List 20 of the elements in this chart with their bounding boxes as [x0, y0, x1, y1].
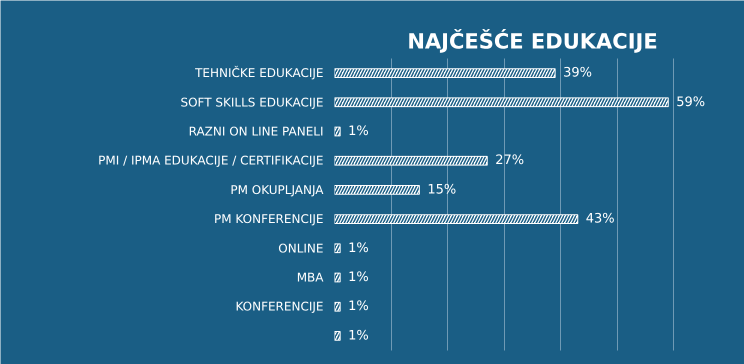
- data-label: 1%: [348, 328, 369, 344]
- y-tick-label: PM KONFERENCIJE: [214, 212, 324, 226]
- y-tick-label: TEHNIČKE EDUKACIJE: [194, 65, 324, 80]
- data-label: 1%: [348, 299, 369, 314]
- y-tick-label: PMI / IPMA EDUKACIJE / CERTIFIKACIJE: [98, 154, 324, 168]
- y-tick-label: ONLINE: [278, 241, 324, 256]
- data-label: 1%: [348, 240, 369, 256]
- data-label: 59%: [676, 94, 706, 110]
- y-tick-label: RAZNI ON LINE PANELI: [188, 124, 324, 138]
- data-label: 1%: [348, 124, 369, 139]
- data-label: 43%: [586, 212, 615, 227]
- data-label: 1%: [348, 270, 369, 285]
- data-label: 39%: [563, 66, 592, 81]
- y-tick-label: MBA: [296, 270, 324, 284]
- y-tick-label: KONFERENCIJE: [235, 300, 324, 314]
- y-tick-label: PM OKUPLJANJA: [230, 182, 324, 197]
- y-tick-label: SOFT SKILLS EDUKACIJE: [180, 95, 324, 110]
- chart-title: NAJČEŠĆE EDUKACIJE: [407, 28, 658, 54]
- data-label: 27%: [495, 153, 524, 168]
- data-label: 15%: [427, 182, 456, 198]
